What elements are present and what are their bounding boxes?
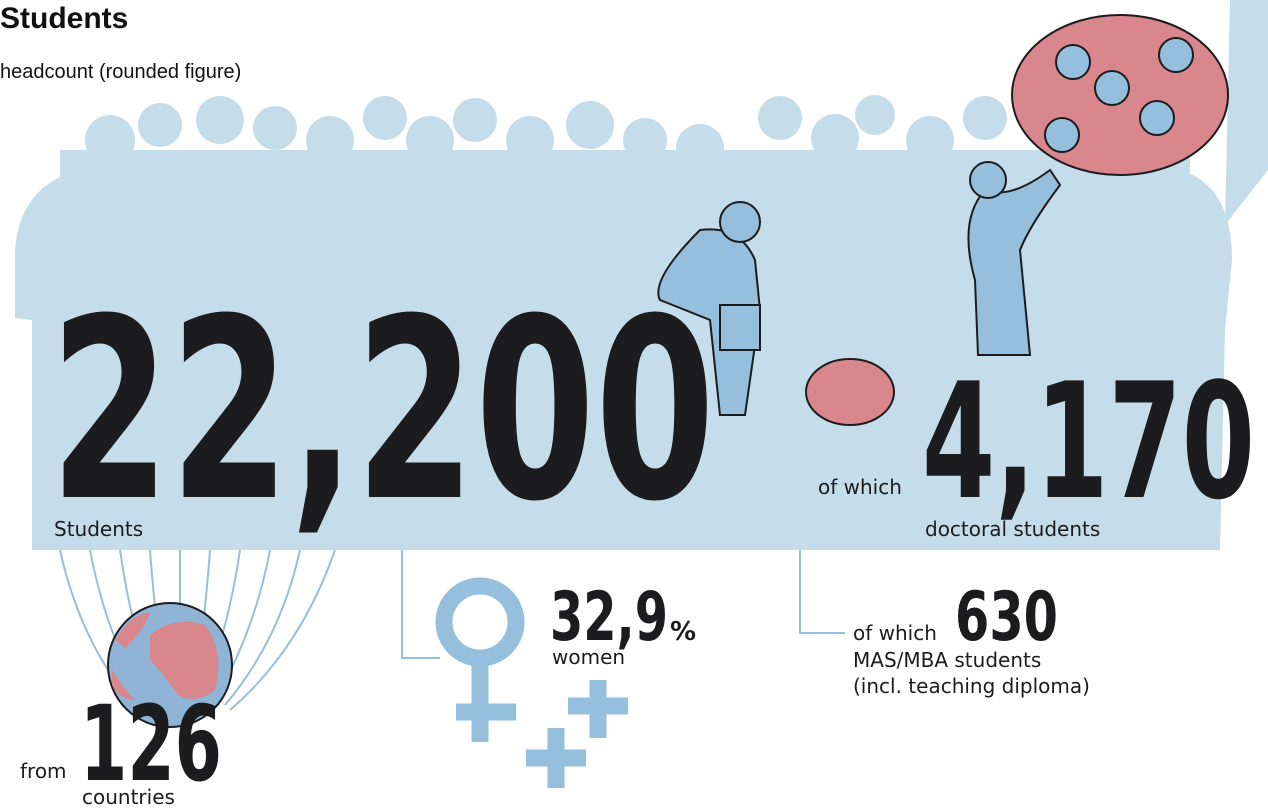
countries-prefix: from: [20, 759, 67, 783]
doctoral-label: doctoral students: [925, 517, 1100, 541]
infographic: Students headcount (rounded figure) 22,2…: [0, 0, 1268, 808]
mas-label: MAS/MBA students: [853, 648, 1041, 672]
subtitle: headcount (rounded figure): [0, 61, 241, 83]
mas-value: 630: [955, 578, 1058, 657]
doctoral-prefix: of which: [818, 475, 902, 499]
women-label: women: [552, 645, 625, 669]
page: Students headcount (rounded figure) 22,2…: [0, 0, 1268, 808]
mas-note: (incl. teaching diploma): [853, 674, 1090, 698]
title: Students: [0, 2, 128, 35]
mas-prefix: of which: [853, 621, 937, 645]
total-value: 22,200: [50, 265, 715, 556]
women-unit: %: [670, 617, 696, 647]
countries-label: countries: [82, 785, 175, 808]
doctoral-value: 4,170: [922, 348, 1255, 535]
total-label: Students: [54, 517, 143, 541]
